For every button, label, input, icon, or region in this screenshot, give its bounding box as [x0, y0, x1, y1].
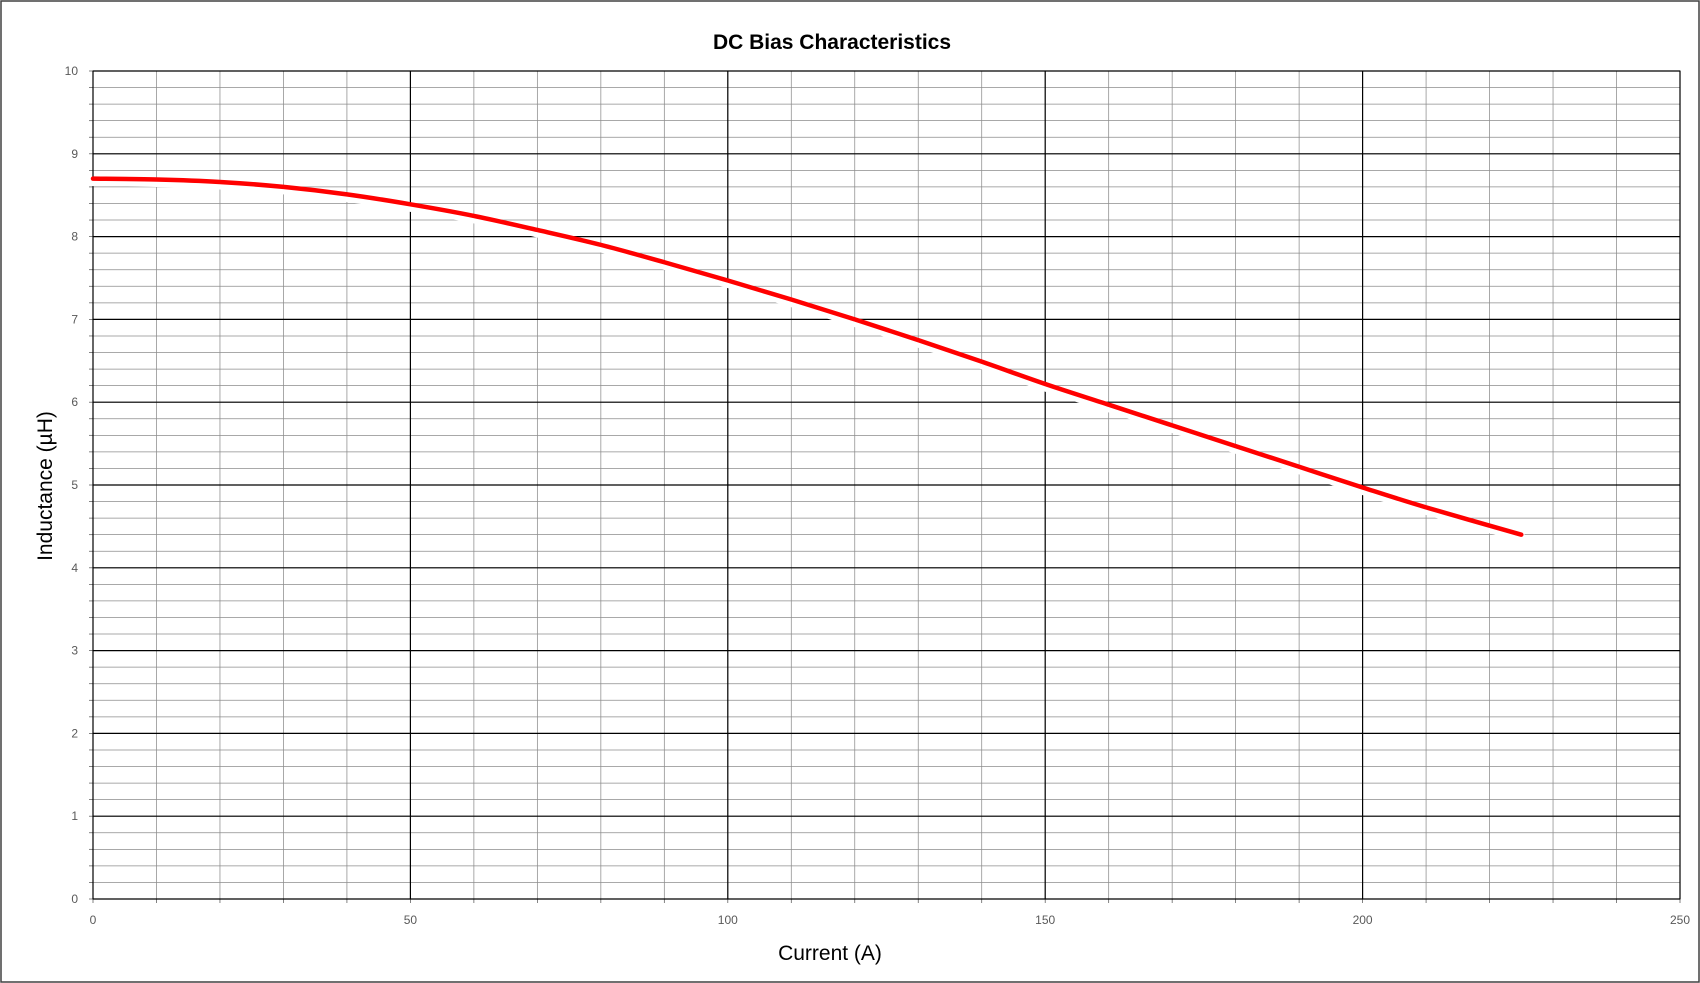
y-tick-label: 9 [71, 147, 78, 161]
y-tick-label: 1 [71, 809, 78, 823]
y-tick-label: 8 [71, 230, 78, 244]
x-tick-label: 150 [1035, 913, 1055, 927]
x-tick-label: 100 [718, 913, 738, 927]
x-tick-label: 0 [90, 913, 97, 927]
x-tick-label: 250 [1670, 913, 1690, 927]
y-tick-label: 3 [71, 644, 78, 658]
x-tick-label: 50 [404, 913, 418, 927]
x-tick-labels: 0 50 100 150 200 250 [90, 913, 1691, 927]
plot-area [92, 70, 1681, 900]
series-line-shadow [88, 177, 1526, 543]
series-line [90, 176, 1524, 537]
y-axis-label: Inductance (µH) [34, 411, 57, 561]
y-tick-label: 2 [71, 726, 78, 740]
y-tick-label: 10 [65, 64, 79, 78]
y-tick-label: 5 [71, 478, 78, 492]
y-tick-label: 4 [71, 561, 78, 575]
x-tick-label: 200 [1353, 913, 1373, 927]
x-axis-label: Current (A) [778, 942, 882, 965]
chart-title: DC Bias Characteristics [713, 31, 951, 54]
y-tick-labels: 0 1 2 3 4 5 6 7 8 9 10 [65, 64, 79, 906]
y-tick-label: 0 [71, 892, 78, 906]
series-layer [88, 176, 1526, 543]
y-tick-label: 7 [71, 312, 78, 326]
y-tick-label: 6 [71, 395, 78, 409]
